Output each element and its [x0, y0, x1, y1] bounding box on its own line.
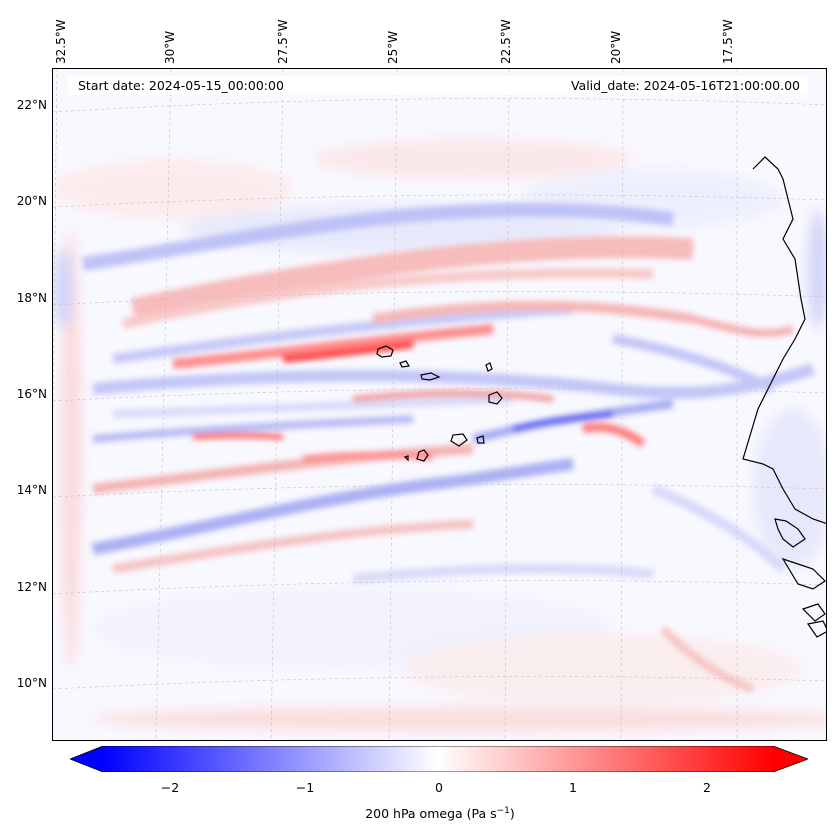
- lon-label-20W: 20°W: [609, 30, 623, 64]
- colorbar-tick-label: −2: [160, 780, 180, 795]
- lon-label-32-5W: 32.5°W: [54, 19, 68, 64]
- colorbar-svg: [68, 745, 810, 776]
- lat-label-22N: 22°N: [16, 98, 47, 112]
- colorbar-tick-label: 0: [435, 780, 443, 795]
- lat-label-20N: 20°N: [16, 194, 47, 208]
- colorbar-body: [103, 746, 773, 772]
- west-africa-coast: [742, 156, 826, 638]
- lat-label-16N: 16°N: [16, 387, 47, 401]
- lon-label-25W: 25°W: [386, 30, 400, 64]
- lat-label-10N: 10°N: [16, 676, 47, 690]
- start-date-text: Start date: 2024-05-15_00:00:00: [78, 78, 284, 93]
- omega-map[interactable]: [52, 68, 827, 741]
- lat-label-18N: 18°N: [16, 291, 47, 305]
- colorbar-tick-label: −1: [295, 780, 315, 795]
- omega-field-plot: [53, 69, 826, 740]
- graticule: [53, 69, 826, 740]
- background-field: [53, 139, 826, 731]
- cape-verde-islands: [376, 345, 503, 462]
- date-banner: Start date: 2024-05-15_00:00:00 Valid_da…: [68, 76, 808, 95]
- colorbar-extend-low: [70, 746, 103, 772]
- colorbar-tick-label: 1: [569, 780, 577, 795]
- valid-date-text: Valid_date: 2024-05-16T21:00:00.00: [570, 78, 800, 93]
- lat-label-14N: 14°N: [16, 483, 47, 497]
- colorbar-extend-high: [773, 746, 808, 772]
- lon-label-22-5W: 22.5°W: [499, 19, 513, 64]
- omega-bands: [81, 202, 815, 693]
- colorbar-title: 200 hPa omega (Pa s−1): [365, 806, 515, 822]
- lon-label-30W: 30°W: [163, 30, 177, 64]
- lon-label-27-5W: 27.5°W: [276, 19, 290, 64]
- lat-label-12N: 12°N: [16, 580, 47, 594]
- colorbar: [68, 745, 810, 776]
- colorbar-tick-label: 2: [703, 780, 711, 795]
- lon-label-17-5W: 17.5°W: [721, 19, 735, 64]
